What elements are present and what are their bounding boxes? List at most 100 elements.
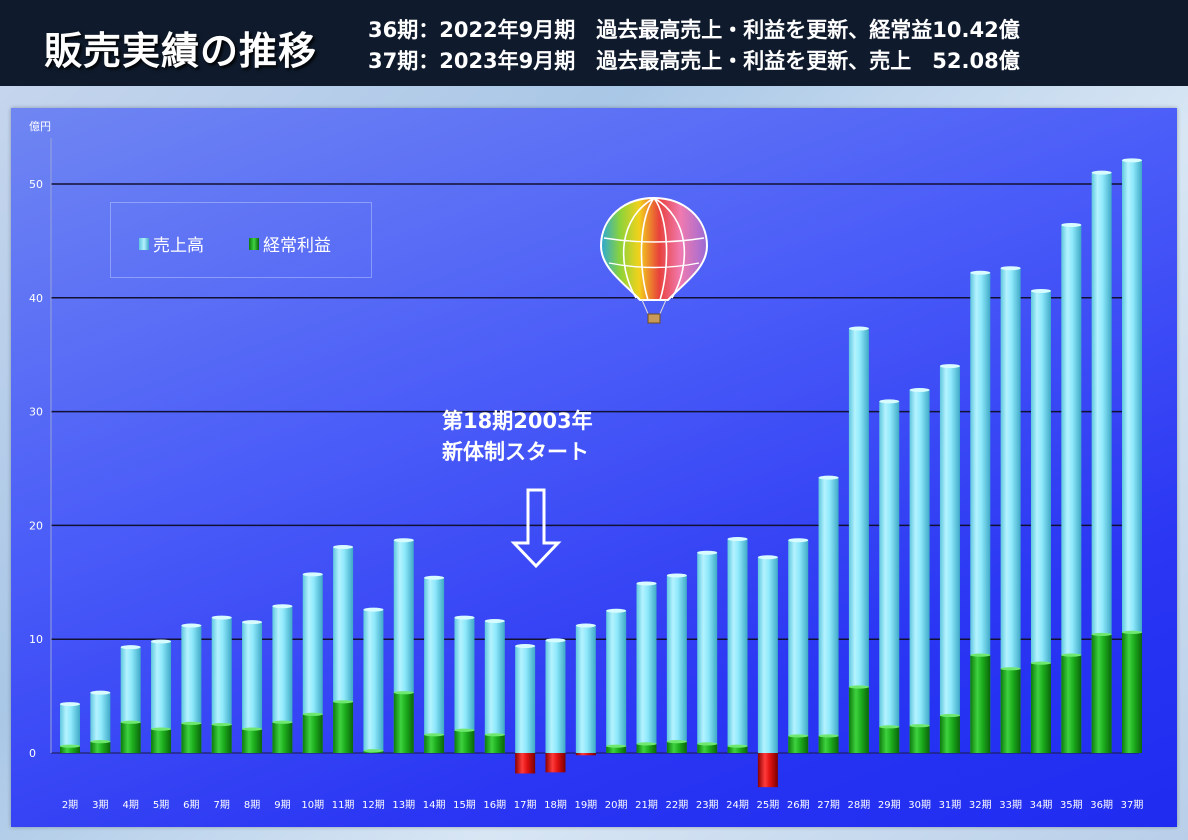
x-category-label: 23期 <box>696 799 719 811</box>
profit-bar-cap <box>363 749 384 753</box>
y-tick-label: 10 <box>29 633 43 646</box>
sales-bar <box>181 625 202 753</box>
profit-bar <box>424 734 445 753</box>
header-bar: 販売実績の推移 36期：2022年9月期 過去最高売上・利益を更新、経常益10.… <box>0 0 1188 86</box>
sales-bar-cap <box>424 575 445 580</box>
profit-bar-cap <box>393 691 414 695</box>
profit-bar <box>242 729 263 753</box>
x-category-label: 14期 <box>423 799 446 811</box>
x-category-label: 20期 <box>605 799 628 811</box>
chart-panel: 億円 0 10 20 30 40 50 2期 3期 4期 5期 6期 7期 8期 9期 10期 11期 12期 1… <box>11 108 1177 827</box>
profit-bar-cap <box>788 734 809 738</box>
profit-bar <box>1091 634 1112 753</box>
sales-bar-cap <box>575 623 596 628</box>
sales-bar <box>666 575 687 753</box>
sales-bar <box>515 646 536 753</box>
profit-bar-cap <box>151 727 172 731</box>
sales-bar <box>1061 224 1082 753</box>
profit-bar-cap <box>120 720 141 724</box>
x-category-label: 36期 <box>1090 799 1113 811</box>
x-category-label: 13期 <box>392 799 415 811</box>
sales-bar-cap <box>90 690 111 695</box>
hot-air-balloon-icon <box>599 196 709 324</box>
sales-bar-cap <box>666 573 687 578</box>
profit-bar-cap <box>272 720 293 724</box>
profit-bar-cap <box>636 742 657 746</box>
sales-bar <box>211 617 232 753</box>
sales-bar-cap <box>151 639 172 644</box>
profit-bar-cap <box>181 721 202 726</box>
profit-bar <box>90 741 111 753</box>
sales-bar-cap <box>545 638 566 643</box>
down-arrow-icon <box>510 488 562 569</box>
sales-bar <box>818 477 839 753</box>
annotation-new-structure: 第18期2003年 新体制スタート <box>442 406 593 468</box>
sales-bar <box>939 366 960 753</box>
sales-bar <box>90 692 111 753</box>
legend-label-profit: 経常利益 <box>263 236 331 256</box>
loss-bar <box>757 753 778 788</box>
sales-bar <box>697 552 718 753</box>
profit-bar <box>636 743 657 753</box>
sales-bar <box>363 609 384 753</box>
x-category-label: 35期 <box>1060 799 1083 811</box>
y-tick-label: 0 <box>29 747 36 760</box>
profit-bar-cap <box>1000 667 1021 671</box>
sales-bar <box>1030 290 1051 753</box>
x-category-label: 34期 <box>1030 799 1053 811</box>
sales-bar-cap <box>970 270 991 275</box>
y-tick-label: 50 <box>29 178 43 191</box>
x-category-label: 7期 <box>214 799 230 811</box>
sales-bar <box>302 574 323 753</box>
x-category-label: 18期 <box>544 799 567 811</box>
profit-bar-cap <box>1091 632 1112 637</box>
profit-bar-cap <box>879 725 900 729</box>
profit-bar <box>818 735 839 753</box>
x-category-label: 19期 <box>574 799 597 811</box>
profit-bar-cap <box>727 744 748 748</box>
sales-bar-cap <box>636 581 657 586</box>
profit-bar-cap <box>424 733 445 737</box>
sales-bar <box>575 625 596 753</box>
profit-bar <box>970 655 991 753</box>
sales-bar <box>424 577 445 753</box>
x-category-label: 32期 <box>969 799 992 811</box>
x-category-label: 3期 <box>92 799 108 811</box>
profit-bar <box>302 714 323 753</box>
sales-bar <box>484 620 505 753</box>
sales-bar <box>151 641 172 753</box>
profit-bar <box>211 724 232 753</box>
annotation-line-1: 第18期2003年 <box>442 409 593 433</box>
sales-bar-cap <box>939 364 960 369</box>
profit-bar-cap <box>1030 661 1051 665</box>
sales-chart: 億円 0 10 20 30 40 50 2期 3期 4期 5期 6期 7期 8期 9期 10期 11期 12期 1… <box>29 120 1143 811</box>
profit-bar-cap <box>666 740 687 744</box>
sales-bar <box>454 617 475 753</box>
sales-bar <box>1091 172 1112 753</box>
sales-bar-cap <box>848 326 869 331</box>
sales-bar <box>242 622 263 753</box>
sales-bar <box>879 401 900 753</box>
sales-bar-cap <box>1061 222 1082 227</box>
sales-bar <box>970 272 991 753</box>
sales-bar-cap <box>484 618 505 623</box>
x-category-label: 10期 <box>301 799 324 811</box>
x-category-label: 4期 <box>122 799 138 811</box>
profit-bar <box>788 735 809 753</box>
x-category-label: 33期 <box>999 799 1022 811</box>
legend-label-sales: 売上高 <box>153 236 204 256</box>
profit-bar-cap <box>1122 630 1142 634</box>
sales-bar-cap <box>757 555 778 560</box>
sales-bar-cap <box>302 572 323 577</box>
profit-bar <box>1061 655 1082 753</box>
chart-legend: 売上高 経常利益 <box>110 202 372 278</box>
sales-bar <box>636 583 657 753</box>
sales-bar-cap <box>60 702 80 707</box>
loss-bar <box>545 753 566 773</box>
x-category-label: 24期 <box>726 799 749 811</box>
profit-bar-cap <box>90 740 111 744</box>
summary-line-37: 37期：2023年9月期 過去最高売上・利益を更新、売上 52.08億 <box>368 49 1020 73</box>
sales-bar-cap <box>363 607 384 612</box>
x-category-label: 15期 <box>453 799 476 811</box>
profit-bar <box>848 686 869 753</box>
